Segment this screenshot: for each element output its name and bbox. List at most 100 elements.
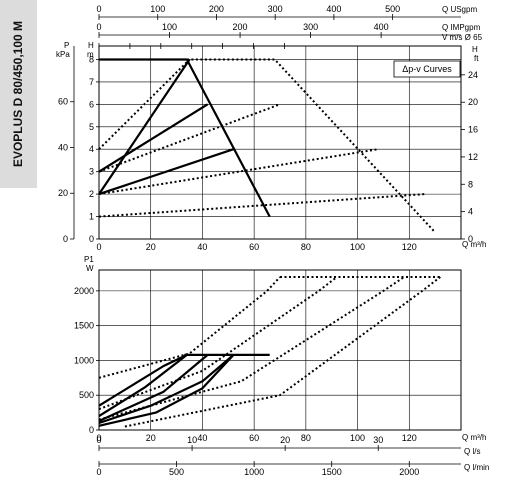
- ls-tick-label: 0: [96, 435, 101, 445]
- impgpm-tick-label: 200: [233, 22, 248, 32]
- x-tick-label: 100: [350, 242, 365, 252]
- y-tick-label-m: 3: [89, 167, 94, 177]
- x-tick-label: 120: [402, 433, 417, 443]
- power-chart-curves: [98, 276, 441, 428]
- dp-v-curve: [98, 148, 234, 196]
- x-tick-label: 20: [146, 242, 156, 252]
- sidebar-panel: EVOPLUS D 80/450,100 M: [0, 0, 37, 188]
- legend-box: Δp-v Curves: [393, 60, 461, 78]
- y-tick-label-w: 1000: [74, 355, 94, 365]
- head-chart-frame: [98, 45, 462, 240]
- y-tick-label-w: 2000: [74, 286, 94, 296]
- usgpm-tick-label: 300: [268, 4, 283, 14]
- dp-v-power-curve: [98, 354, 209, 423]
- lmin-tick-label: 500: [169, 467, 184, 477]
- y-tick-label-w: 500: [79, 390, 94, 400]
- y-tick-label-m: 0: [89, 234, 94, 244]
- velocity-unit: V m/s Ø 65: [442, 33, 483, 42]
- y-tick-label-kpa: 60: [58, 97, 68, 107]
- lmin-tick-label: 1000: [244, 467, 264, 477]
- y-tick-label-kpa: 20: [58, 188, 68, 198]
- max-speed-curve: [98, 58, 191, 150]
- y-tick-label-m: 6: [89, 99, 94, 109]
- usgpm-tick-label: 200: [209, 4, 224, 14]
- y-tick-label-kpa: 0: [63, 234, 68, 244]
- y-tick-label-ft: 24: [468, 70, 478, 80]
- impgpm-tick-label: 400: [374, 22, 389, 32]
- x-tick-label: 0: [96, 242, 101, 252]
- usgpm-tick-label: 400: [326, 4, 341, 14]
- usgpm-tick-label: 0: [96, 4, 101, 14]
- x-tick-label: 40: [197, 433, 207, 443]
- max-speed-curve: [186, 58, 436, 233]
- head-chart-curves: [98, 58, 436, 233]
- x-tick-label: 20: [146, 433, 156, 443]
- impgpm-tick-label: 300: [303, 22, 318, 32]
- dp-v-power-curve: [98, 354, 235, 425]
- bottom-x-unit: Q m³/h: [462, 433, 486, 442]
- dp-v-curve: [99, 58, 271, 218]
- top-x-unit: Q m³/h: [462, 240, 486, 249]
- x-tick-label: 120: [402, 242, 417, 252]
- y-tick-label-kpa: 40: [58, 142, 68, 152]
- max-power-curve: [98, 276, 338, 411]
- x-tick-label: 60: [249, 433, 259, 443]
- power-chart-axes: 0 20 40 60 80 100 120 0 500 1000 1500 2000: [74, 286, 417, 443]
- y-tick-label-w: 0: [89, 425, 94, 435]
- impgpm-unit: Q IMPgpm: [442, 23, 481, 32]
- usgpm-tick-label: 100: [150, 4, 165, 14]
- x-tick-label: 80: [301, 433, 311, 443]
- y-tick-label-m: 5: [89, 122, 94, 132]
- y-tick-label-m: 1: [89, 212, 94, 222]
- y-tick-label-ft: 0: [468, 234, 473, 244]
- max-power-curve: [98, 276, 281, 379]
- lmin-tick-label: 1500: [322, 467, 342, 477]
- dp-v-power-curve: [98, 353, 188, 407]
- head-chart-axes: 0 20 40 60 80 100 1200123456780204060048121620…: [58, 46, 478, 252]
- max-speed-curve: [98, 193, 425, 218]
- lmin-unit: Q l/min: [464, 463, 489, 472]
- y-tick-label-ft: 8: [468, 179, 473, 189]
- legend-text: Δp-v Curves: [402, 64, 452, 74]
- x-tick-label: 100: [350, 433, 365, 443]
- max-speed-curve: [98, 148, 379, 196]
- impgpm-tick-label: 0: [96, 22, 101, 32]
- dp-v-curve: [98, 58, 191, 195]
- y-tick-label-ft: 20: [468, 97, 478, 107]
- y-tick-label-w: 1500: [74, 321, 94, 331]
- x-tick-label: 40: [197, 242, 207, 252]
- ls-tick-label: 10: [187, 435, 197, 445]
- usgpm-unit: Q USgpm: [442, 5, 477, 14]
- x-tick-label: 0: [96, 433, 101, 443]
- top-scales: 0 100 200 300 400 500 0 100 200 300 400 Q USgpm Q…: [96, 4, 483, 49]
- y-tick-label-m: 8: [89, 54, 94, 64]
- power-chart-grid: [99, 270, 461, 430]
- dp-v-curve: [98, 103, 209, 173]
- y-tick-label-m: 7: [89, 77, 94, 87]
- dp-v-power-curve: [98, 354, 235, 427]
- ls-tick-label: 30: [373, 435, 383, 445]
- p1-unit-label: P1 W: [84, 255, 94, 273]
- y-tick-label-ft: 4: [468, 207, 473, 217]
- bottom-scales: 0 10 20 30 0 500 1000 1500 2000 Q l/s Q l/min: [96, 435, 489, 477]
- lmin-tick-label: 0: [96, 467, 101, 477]
- impgpm-tick-label: 100: [162, 22, 177, 32]
- ls-tick-label: 20: [280, 435, 290, 445]
- ls-unit: Q l/s: [464, 447, 480, 456]
- y-tick-label-ft: 12: [468, 152, 478, 162]
- x-tick-label: 80: [301, 242, 311, 252]
- y-tick-label-m: 2: [89, 189, 94, 199]
- dp-v-power-curve: [98, 354, 188, 418]
- y-tick-label-ft: 16: [468, 125, 478, 135]
- power-chart-frame: [98, 269, 462, 431]
- max-speed-curve: [98, 103, 281, 173]
- lmin-tick-label: 2000: [399, 467, 419, 477]
- x-tick-label: 60: [249, 242, 259, 252]
- max-power-curve: [98, 276, 405, 421]
- usgpm-tick-label: 500: [385, 4, 400, 14]
- y-tick-label-m: 4: [89, 144, 94, 154]
